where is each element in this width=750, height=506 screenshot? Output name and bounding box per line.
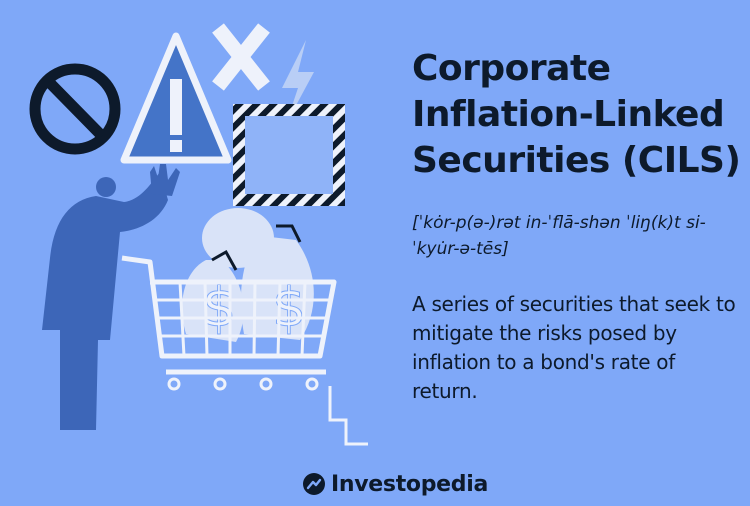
lightning-bolt-icon — [282, 40, 314, 124]
shopping-cart-icon — [121, 255, 368, 446]
money-bag-icon: $ $ — [182, 208, 314, 342]
illustration: $ $ — [29, 23, 368, 446]
svg-text:$: $ — [272, 276, 306, 339]
pronunciation: [ˈkȯr-p(ə-)rət in-ˈflā-shən ˈliŋ(k)t si-… — [412, 213, 706, 259]
brand-logo[interactable]: Investopedia — [303, 469, 488, 499]
investopedia-logo-icon — [303, 473, 325, 495]
definition-text: A series of securities that seek to miti… — [412, 292, 736, 403]
warning-triangle-icon — [120, 32, 232, 164]
no-entry-icon — [29, 63, 121, 155]
x-mark-icon — [212, 23, 270, 91]
hazard-frame-icon — [233, 104, 345, 206]
page-title: Corporate Inflation-Linked Securities (C… — [412, 48, 741, 181]
brand-name: Investopedia — [331, 471, 489, 497]
person-figure — [42, 164, 180, 430]
